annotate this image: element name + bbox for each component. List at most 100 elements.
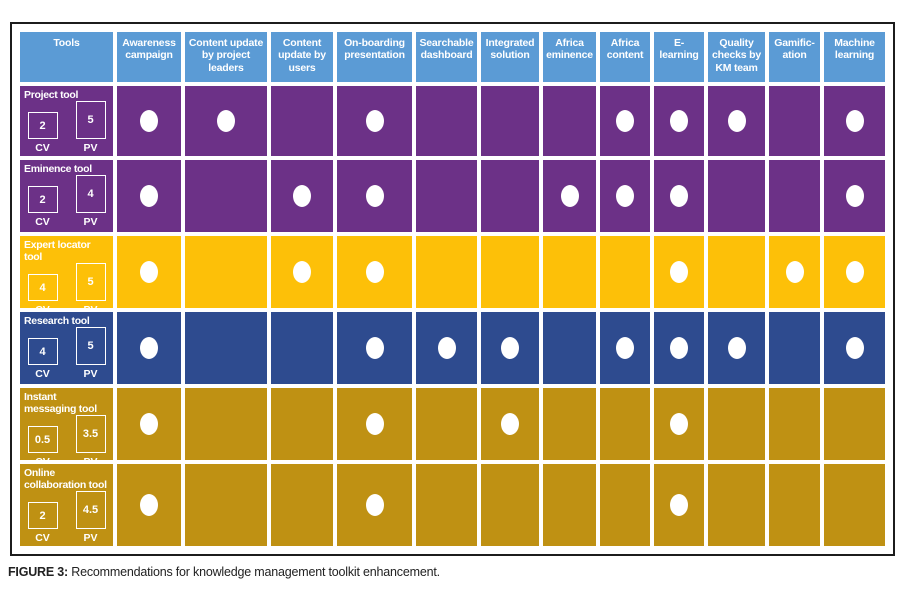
cv-pv-boxes: 2 CV 4 PV: [24, 175, 109, 228]
dot-indicator: [437, 337, 456, 359]
column-header-7: Africa eminence: [543, 32, 596, 82]
matrix-cell-empty: [824, 388, 885, 460]
pv-label: PV: [83, 142, 98, 155]
matrix-cell-empty: [769, 160, 820, 232]
dot-indicator: [670, 337, 688, 359]
figure-caption-text: Recommendations for knowledge management…: [71, 565, 440, 579]
matrix-cell-marked: [654, 86, 704, 156]
matrix-cell-marked: [337, 388, 412, 460]
dot-indicator: [501, 413, 519, 435]
column-header-9: E-learning: [654, 32, 704, 82]
matrix-cell-marked: [654, 312, 704, 384]
matrix-cell-marked: [654, 464, 704, 546]
cv-value-box: 0.5: [27, 426, 58, 454]
dot-indicator: [365, 261, 384, 283]
matrix-cell-marked: [117, 464, 181, 546]
matrix-cell-marked: [708, 312, 765, 384]
matrix-cell-marked: [117, 160, 181, 232]
matrix-cell-marked: [337, 464, 412, 546]
cv-value-box: 2: [27, 112, 58, 140]
matrix-cell-marked: [337, 160, 412, 232]
matrix-cell-marked: [654, 388, 704, 460]
matrix-cell-empty: [481, 160, 539, 232]
dot-indicator: [845, 261, 864, 283]
matrix-cell-empty: [271, 388, 333, 460]
dot-indicator: [365, 110, 384, 132]
matrix-cell-empty: [769, 312, 820, 384]
matrix-cell-marked: [824, 236, 885, 308]
cv-value-box: 4: [27, 274, 58, 302]
column-header-8: Africa content: [600, 32, 650, 82]
dot-indicator: [140, 413, 158, 435]
matrix-cell-marked: [271, 236, 333, 308]
matrix-cell-marked: [117, 388, 181, 460]
cv-value-box: 2: [27, 186, 58, 214]
matrix-cell-empty: [185, 160, 267, 232]
column-header-tools: Tools: [20, 32, 113, 82]
dot-indicator: [845, 185, 864, 207]
tool-name: Expert locator tool: [24, 239, 91, 264]
matrix-cell-empty: [416, 236, 477, 308]
matrix-cell-marked: [271, 160, 333, 232]
matrix-cell-marked: [416, 312, 477, 384]
dot-indicator: [365, 413, 384, 435]
figure-caption: FIGURE 3: Recommendations for knowledge …: [8, 565, 440, 579]
matrix-cell-empty: [271, 86, 333, 156]
matrix-cell-marked: [769, 236, 820, 308]
pv-label: PV: [83, 368, 98, 381]
dot-indicator: [365, 494, 384, 516]
matrix-cell-marked: [481, 312, 539, 384]
tool-cell: Research tool 4 CV 5 PV: [20, 312, 113, 384]
cv-pv-boxes: 0.5 CV 3.5 PV: [24, 415, 109, 468]
cv-box-group: 0.5 CV: [27, 426, 58, 468]
matrix-cell-empty: [769, 464, 820, 546]
dot-indicator: [845, 337, 864, 359]
tool-name: Eminence tool: [24, 163, 92, 175]
column-header-6: Integrated solution: [481, 32, 539, 82]
matrix-cell-marked: [824, 312, 885, 384]
cv-pv-boxes: 4 CV 5 PV: [24, 327, 109, 380]
matrix-cell-empty: [708, 388, 765, 460]
matrix-cell-empty: [824, 464, 885, 546]
matrix-cell-empty: [271, 312, 333, 384]
pv-box-group: 5 PV: [75, 101, 106, 155]
matrix-cell-marked: [824, 160, 885, 232]
matrix-cell-empty: [769, 388, 820, 460]
matrix-cell-empty: [543, 236, 596, 308]
matrix-grid: Tools Awareness campaign Content update by…: [20, 32, 885, 546]
matrix-cell-marked: [337, 236, 412, 308]
matrix-cell-marked: [543, 160, 596, 232]
matrix-cell-empty: [481, 464, 539, 546]
pv-box-group: 4 PV: [75, 175, 106, 229]
column-header-12: Machine learning: [824, 32, 885, 82]
cv-value-box: 4: [27, 338, 58, 366]
tool-name: Project tool: [24, 89, 79, 101]
dot-indicator: [670, 185, 688, 207]
column-header-3: Content update by users: [271, 32, 333, 82]
dot-indicator: [616, 110, 634, 132]
cv-pv-boxes: 2 CV 4.5 PV: [24, 491, 109, 544]
cv-label: CV: [35, 532, 50, 545]
dot-indicator: [845, 110, 864, 132]
matrix-cell-empty: [543, 312, 596, 384]
matrix-cell-empty: [543, 464, 596, 546]
column-header-11: Gamific-ation: [769, 32, 820, 82]
pv-box-group: 5 PV: [75, 263, 106, 316]
pv-label: PV: [83, 216, 98, 229]
tool-name: Online collaboration tool: [24, 467, 107, 492]
tool-name: Research tool: [24, 315, 90, 327]
column-header-2: Content update by project leaders: [185, 32, 267, 82]
cv-box-group: 2 CV: [27, 112, 58, 154]
matrix-cell-empty: [708, 464, 765, 546]
pv-value-box: 3.5: [75, 415, 106, 454]
matrix-cell-marked: [185, 86, 267, 156]
matrix-cell-marked: [337, 312, 412, 384]
matrix-cell-empty: [708, 160, 765, 232]
matrix-cell-empty: [481, 236, 539, 308]
cv-value-box: 2: [27, 502, 58, 530]
matrix-cell-empty: [708, 236, 765, 308]
dot-indicator: [293, 185, 311, 207]
pv-value-box: 4.5: [75, 491, 106, 530]
pv-box-group: 4.5 PV: [75, 491, 106, 544]
cv-label: CV: [35, 216, 50, 229]
